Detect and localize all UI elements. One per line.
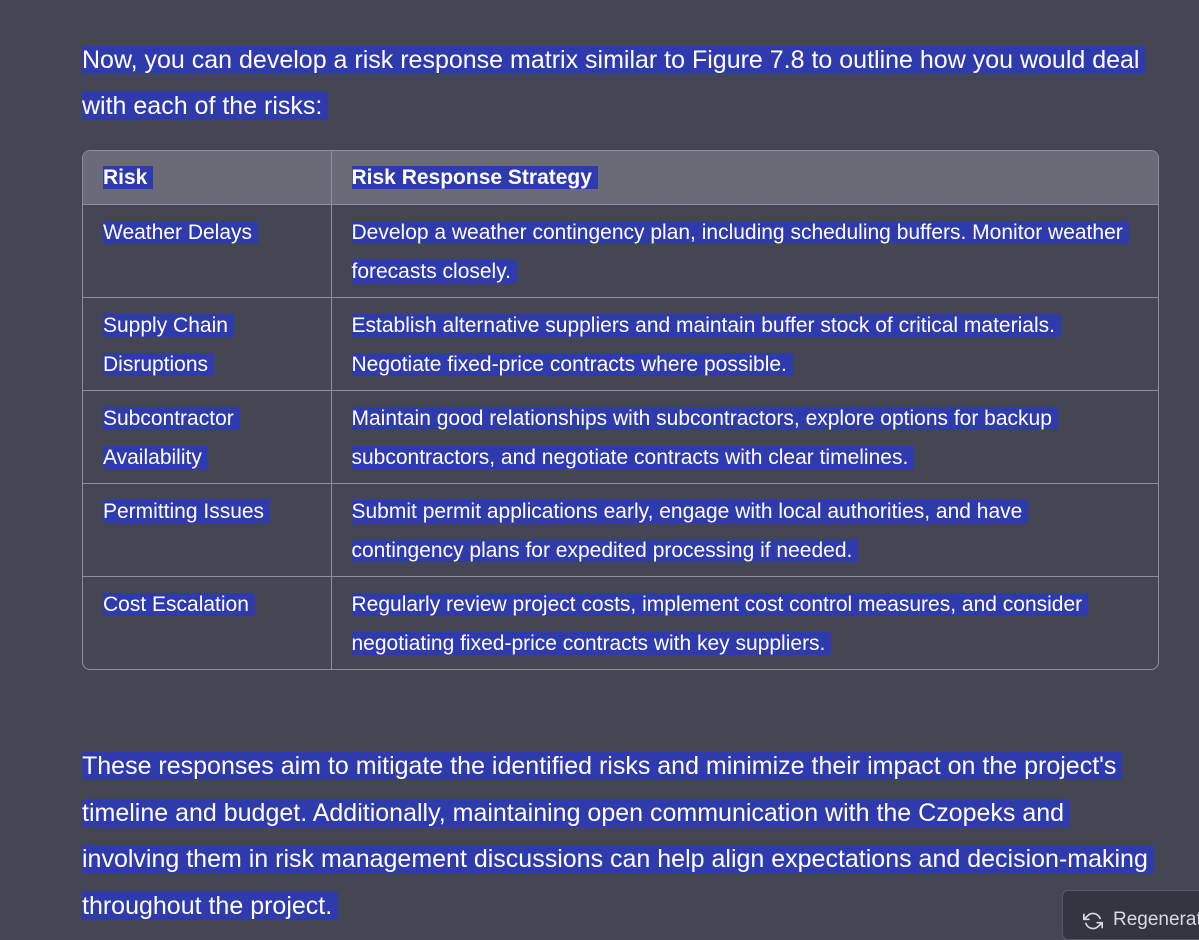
table-row: Supply Chain Disruptions Establish alter… bbox=[83, 297, 1158, 391]
risk-cell: Permitting Issues bbox=[83, 483, 332, 577]
header-strategy: Risk Response Strategy bbox=[331, 151, 1158, 205]
strategy-cell: Maintain good relationships with subcont… bbox=[331, 390, 1158, 484]
intro-paragraph: Now, you can develop a risk response mat… bbox=[82, 37, 1146, 129]
strategy-cell: Develop a weather contingency plan, incl… bbox=[331, 204, 1158, 298]
risk-response-table: Risk Risk Response Strategy Weather Dela… bbox=[82, 150, 1159, 670]
table-row: Subcontractor Availability Maintain good… bbox=[83, 390, 1158, 484]
intro-text: Now, you can develop a risk response mat… bbox=[82, 46, 1146, 120]
table-row: Permitting Issues Submit permit applicat… bbox=[83, 483, 1158, 577]
regenerate-label: Regenerate bbox=[1113, 909, 1199, 930]
table-row: Weather Delays Develop a weather conting… bbox=[83, 204, 1158, 298]
strategy-cell: Regularly review project costs, implemen… bbox=[331, 577, 1158, 670]
table-header-row: Risk Risk Response Strategy bbox=[83, 151, 1158, 205]
outro-text: These responses aim to mitigate the iden… bbox=[82, 752, 1154, 920]
strategy-cell: Submit permit applications early, engage… bbox=[331, 483, 1158, 577]
header-risk: Risk bbox=[83, 151, 332, 205]
risk-cell: Supply Chain Disruptions bbox=[83, 297, 332, 391]
table-row: Cost Escalation Regularly review project… bbox=[83, 576, 1158, 670]
risk-cell: Weather Delays bbox=[83, 204, 332, 298]
regenerate-button[interactable]: Regenerate bbox=[1062, 890, 1199, 940]
risk-cell: Cost Escalation bbox=[83, 576, 332, 669]
strategy-cell: Establish alternative suppliers and main… bbox=[331, 297, 1158, 391]
outro-paragraph: These responses aim to mitigate the iden… bbox=[82, 743, 1154, 929]
refresh-icon bbox=[1083, 912, 1103, 930]
risk-cell: Subcontractor Availability bbox=[83, 390, 332, 484]
